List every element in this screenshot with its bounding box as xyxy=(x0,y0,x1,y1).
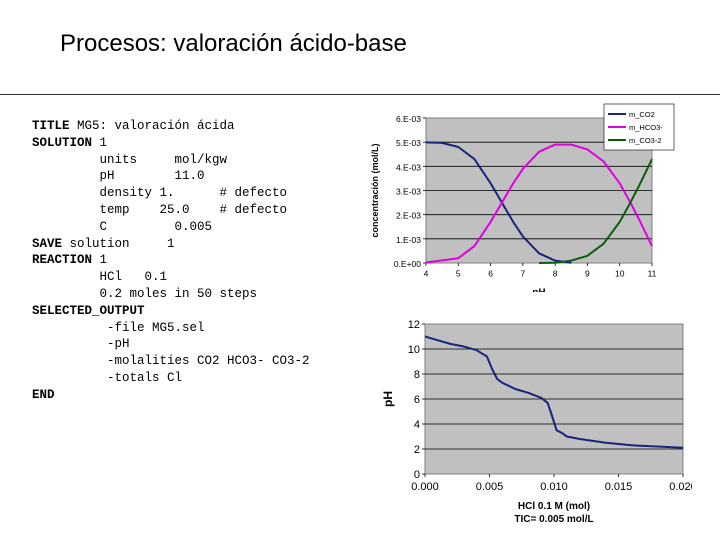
y-tick-label: 4 xyxy=(414,419,420,431)
code-text: MG5: valoración ácida xyxy=(69,119,235,133)
code-line: -totals Cl xyxy=(32,371,182,385)
y-tick-label: 6 xyxy=(414,394,420,406)
phreeqc-input-code: TITLE MG5: valoración ácida SOLUTION 1 u… xyxy=(32,118,310,404)
code-line: C 0.005 xyxy=(32,219,213,234)
x-tick-label: 5 xyxy=(456,269,461,279)
x-tick-label: 8 xyxy=(553,269,558,279)
code-keyword: SELECTED_OUTPUT xyxy=(32,303,145,318)
code-line: -file MG5.sel xyxy=(32,321,205,335)
titration-chart: 0 2 4 6 8 10 12 0.000 0.005 0.010 0.015 0.020 HCl 0.… xyxy=(381,319,692,525)
code-line: TITLE MG5: valoración ácida xyxy=(32,119,235,133)
speciation-chart: 0.E+00 1.E-03 2.E-03 3.E-03 4.E-03 5.E-03 6.E-… xyxy=(370,103,675,293)
y-axis-label: pH xyxy=(381,391,395,407)
legend-label: m_CO2 xyxy=(629,110,655,119)
code-line: units mol/kgw xyxy=(32,152,228,167)
code-line: REACTION 1 xyxy=(32,253,107,267)
code-text: 1 xyxy=(92,253,108,268)
code-text: 0.2 moles in 50 steps xyxy=(32,286,258,301)
series-line xyxy=(538,158,653,264)
code-keyword: TITLE xyxy=(32,119,70,133)
x-tick-label: 0.020 xyxy=(669,481,692,493)
code-text: solution 1 xyxy=(62,236,175,251)
y-tick-label: 3.E-03 xyxy=(396,187,421,197)
y-tick-label: 6.E-03 xyxy=(396,114,421,124)
y-tick-label: 4.E-03 xyxy=(396,162,421,172)
code-text: C 0.005 xyxy=(32,219,213,234)
code-line: SAVE solution 1 xyxy=(32,237,175,251)
y-tick-label: 12 xyxy=(408,319,420,331)
code-text: -totals Cl xyxy=(32,370,183,385)
code-line: SELECTED_OUTPUT xyxy=(32,304,145,318)
code-text: density 1. # defecto xyxy=(32,186,288,201)
code-line: SOLUTION 1 xyxy=(32,136,107,150)
slide-title: Procesos: valoración ácido-base xyxy=(60,30,407,57)
x-tick-label: 7 xyxy=(520,269,525,279)
x-tick-label: 9 xyxy=(585,269,590,279)
code-text: HCl 0.1 xyxy=(32,270,168,285)
code-text: temp 25.0 # defecto xyxy=(32,202,288,217)
code-line: pH 11.0 xyxy=(32,169,205,183)
y-tick-label: 0 xyxy=(414,469,420,481)
code-keyword: SAVE xyxy=(32,236,63,251)
code-text: pH 11.0 xyxy=(32,169,205,184)
x-tick-label: 0.015 xyxy=(605,481,633,493)
y-tick-label: 0.E+00 xyxy=(394,259,421,269)
y-tick-label: 5.E-03 xyxy=(396,138,421,148)
code-line: -pH xyxy=(32,337,130,351)
code-text: -file MG5.sel xyxy=(32,320,205,335)
y-tick-label: 2 xyxy=(414,444,420,456)
chart-subtitle: TIC= 0.005 mol/L xyxy=(514,514,593,525)
code-line: HCl 0.1 xyxy=(32,270,168,285)
series-line xyxy=(424,335,684,449)
x-tick-label: 10 xyxy=(615,269,625,279)
code-text: -pH xyxy=(32,337,130,352)
x-tick-label: 0.010 xyxy=(540,481,568,493)
title-divider xyxy=(0,94,720,95)
code-text: 1 xyxy=(92,135,108,150)
code-line: 0.2 moles in 50 steps xyxy=(32,286,258,301)
y-tick-label: 8 xyxy=(414,369,420,381)
legend-label: m_CO3-2 xyxy=(629,136,662,145)
code-line: temp 25.0 # defecto xyxy=(32,202,288,217)
code-keyword: SOLUTION xyxy=(32,135,93,150)
code-line: END xyxy=(32,388,55,402)
x-tick-label: 0.000 xyxy=(411,481,439,493)
x-tick-label: 11 xyxy=(648,269,657,279)
x-axis-label: pH xyxy=(532,288,545,293)
y-tick-label: 2.E-03 xyxy=(396,211,421,221)
legend-box xyxy=(603,103,675,151)
y-tick-label: 1.E-03 xyxy=(396,235,421,245)
code-keyword: END xyxy=(32,387,55,402)
legend-label: m_HCO3- xyxy=(629,123,663,132)
code-text: -molalities CO2 HCO3- CO3-2 xyxy=(32,354,310,369)
code-text: units mol/kgw xyxy=(32,152,228,167)
y-tick-label: 10 xyxy=(408,344,420,356)
code-line: density 1. # defecto xyxy=(32,186,288,201)
x-axis-label: HCl 0.1 M (mol) xyxy=(518,501,590,512)
x-tick-label: 6 xyxy=(488,269,493,279)
y-axis-label: concentración (mol/L) xyxy=(370,143,380,237)
series-line xyxy=(425,143,653,264)
x-tick-label: 4 xyxy=(424,269,429,279)
x-tick-label: 0.005 xyxy=(476,481,504,493)
code-keyword: REACTION xyxy=(32,253,93,268)
code-line: -molalities CO2 HCO3- CO3-2 xyxy=(32,354,310,368)
